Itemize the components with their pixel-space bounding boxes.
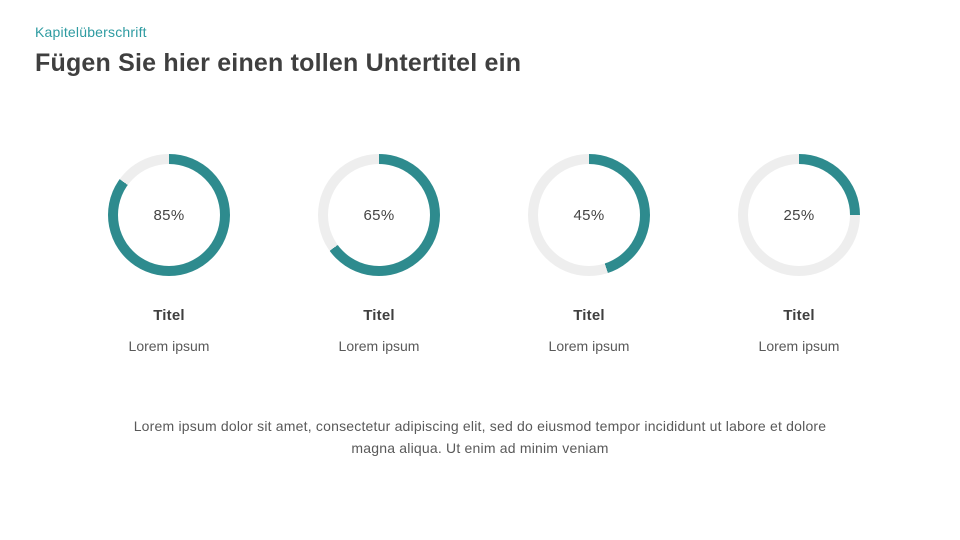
stat-title: Titel <box>153 307 185 324</box>
stat-caption: Lorem ipsum <box>128 338 210 354</box>
donut-chart-4: 25% <box>738 154 860 276</box>
donut-percent-label: 85% <box>153 206 185 224</box>
stat-column-1: 85% Titel Lorem ipsum <box>64 154 274 354</box>
donut-stats-row: 85% Titel Lorem ipsum 65% Titel Lorem ip… <box>64 154 904 354</box>
donut-hole: 25% <box>748 164 850 266</box>
stat-title: Titel <box>783 307 815 324</box>
donut-percent-label: 25% <box>783 206 815 224</box>
page-title: Fügen Sie hier einen tollen Untertitel e… <box>35 49 522 77</box>
donut-hole: 85% <box>118 164 220 266</box>
chapter-heading: Kapitelüberschrift <box>35 24 147 40</box>
stat-caption: Lorem ipsum <box>338 338 420 354</box>
stat-title: Titel <box>573 307 605 324</box>
body-paragraph: Lorem ipsum dolor sit amet, consectetur … <box>133 418 827 456</box>
stat-caption: Lorem ipsum <box>758 338 840 354</box>
donut-hole: 45% <box>538 164 640 266</box>
slide-header: Kapitelüberschrift Fügen Sie hier einen … <box>35 24 521 78</box>
donut-chart-1: 85% <box>108 154 230 276</box>
stat-caption: Lorem ipsum <box>548 338 630 354</box>
stat-title: Titel <box>363 307 395 324</box>
donut-percent-label: 45% <box>573 206 605 224</box>
donut-chart-2: 65% <box>318 154 440 276</box>
stat-column-4: 25% Titel Lorem ipsum <box>694 154 904 354</box>
stat-column-2: 65% Titel Lorem ipsum <box>274 154 484 354</box>
stat-column-3: 45% Titel Lorem ipsum <box>484 154 694 354</box>
donut-percent-label: 65% <box>363 206 395 224</box>
donut-chart-3: 45% <box>528 154 650 276</box>
donut-hole: 65% <box>328 164 430 266</box>
